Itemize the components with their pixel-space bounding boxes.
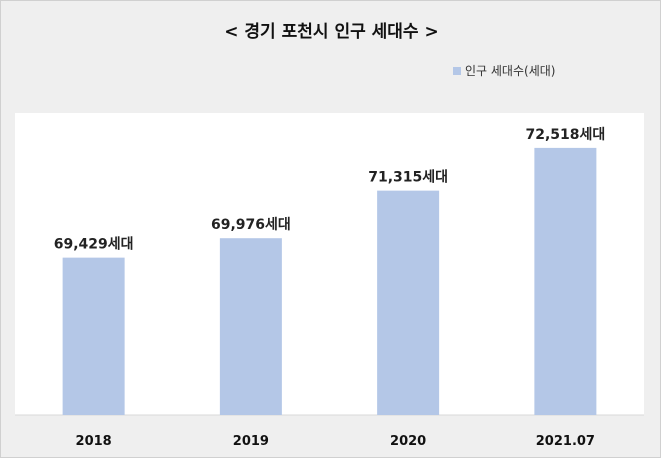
bar-2021.07 (534, 147, 597, 415)
x-tick-label-2021.07: 2021.07 (536, 434, 595, 449)
x-tick-label-2018: 2018 (76, 434, 112, 449)
x-tick-label-2019: 2019 (233, 434, 269, 449)
legend-swatch (453, 66, 461, 75)
chart-title: < 경기 포천시 인구 세대수 > (224, 22, 439, 42)
bar-2020 (377, 190, 440, 415)
legend-label: 인구 세대수(세대) (465, 64, 556, 78)
bar-2019 (219, 238, 282, 415)
legend: 인구 세대수(세대) (453, 62, 555, 79)
bar-chart: 69,429세대 2018 69,976세대 2019 71,315세대 2020 72,5… (15, 113, 644, 449)
data-label-2018: 69,429세대 (54, 237, 134, 253)
data-label-2021.07: 72,518세대 (525, 127, 605, 143)
x-tick-label-2020: 2020 (390, 434, 426, 449)
data-label-2020: 71,315세대 (368, 170, 448, 186)
data-label-2019: 69,976세대 (211, 217, 291, 233)
bar-2018 (62, 257, 125, 415)
